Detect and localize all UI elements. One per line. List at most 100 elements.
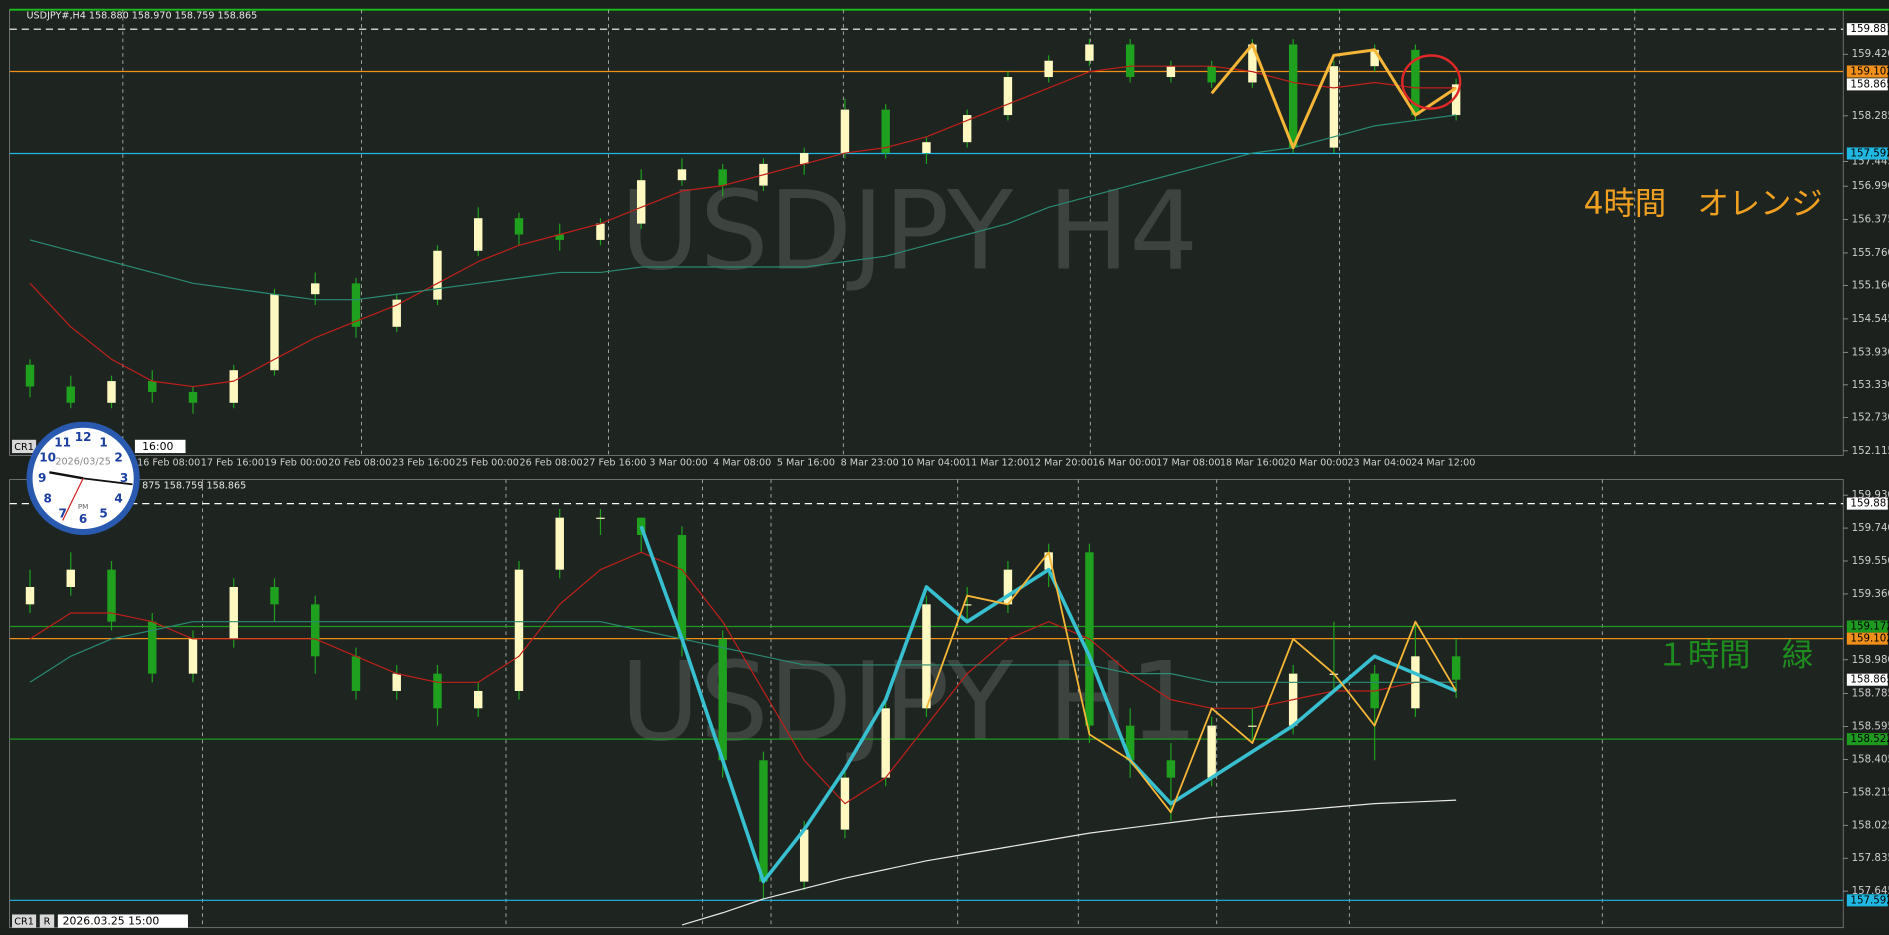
time-label: 2026.03.25 15:00 bbox=[63, 915, 160, 928]
candle-body bbox=[962, 115, 972, 143]
overlay-line bbox=[29, 621, 1457, 683]
hour-hand bbox=[49, 471, 84, 480]
candle-body bbox=[351, 656, 361, 691]
x-tick-label: 17 Mar 08:00 bbox=[1156, 458, 1220, 469]
candle-body bbox=[1085, 44, 1094, 61]
x-tick-label: 25 Feb 00:00 bbox=[456, 458, 519, 469]
x-tick-label: 4 Mar 08:00 bbox=[713, 458, 771, 469]
chart-header: USDJPY#,H4 158.880 158.970 158.759 158.8… bbox=[27, 11, 258, 22]
candle-body bbox=[718, 169, 727, 186]
x-tick-label: 20 Feb 08:00 bbox=[328, 458, 391, 469]
candle-body bbox=[107, 569, 116, 622]
y-tick-label: 159.550 bbox=[1852, 555, 1889, 567]
mode-box bbox=[12, 914, 37, 928]
x-tick-label: 16 Feb 08:00 bbox=[137, 458, 200, 469]
candle-body bbox=[188, 391, 198, 403]
candle-body bbox=[799, 829, 809, 882]
y-tick-label: 153.930 bbox=[1852, 346, 1889, 358]
time-label: 16:00 bbox=[142, 440, 173, 453]
candle-body bbox=[25, 586, 35, 605]
flag-label: R bbox=[44, 917, 51, 928]
candle-body bbox=[1166, 760, 1176, 778]
candle-body bbox=[311, 283, 320, 295]
overlay-line bbox=[29, 114, 1457, 301]
candle-body bbox=[270, 294, 279, 371]
clock-number: 2 bbox=[114, 450, 122, 464]
y-tick-label: 158.025 bbox=[1852, 819, 1889, 831]
x-tick-label: 8 Mar 23:00 bbox=[841, 458, 899, 469]
level-label: 158.865 bbox=[1850, 674, 1889, 686]
clock-number: 3 bbox=[120, 471, 128, 485]
candle-body bbox=[1003, 77, 1013, 116]
clock-number: 10 bbox=[39, 450, 56, 464]
candle-body bbox=[962, 604, 972, 606]
x-tick-label: 11 Mar 12:00 bbox=[965, 458, 1029, 469]
clock-period: PM bbox=[78, 502, 89, 511]
level-label: 158.865 bbox=[1850, 78, 1889, 90]
candle-body bbox=[1044, 60, 1053, 78]
y-tick-label: 159.930 bbox=[1852, 489, 1889, 501]
candle-body bbox=[1166, 66, 1176, 78]
y-tick-label: 158.215 bbox=[1852, 786, 1889, 798]
y-tick-label: 157.835 bbox=[1852, 852, 1889, 864]
candle-body bbox=[1329, 66, 1339, 148]
candle-body bbox=[474, 218, 483, 251]
level-tag bbox=[1846, 620, 1888, 633]
y-tick-label: 156.375 bbox=[1852, 214, 1889, 226]
candle-body bbox=[1003, 569, 1013, 605]
overlay-line bbox=[681, 799, 1457, 926]
x-tick-label: 24 Mar 12:00 bbox=[1411, 458, 1475, 469]
candle-body bbox=[351, 283, 361, 327]
y-tick-label: 153.330 bbox=[1852, 379, 1889, 391]
candle-body bbox=[1411, 49, 1420, 116]
level-label: 159.102 bbox=[1850, 633, 1889, 645]
level-label: 159.172 bbox=[1850, 621, 1889, 633]
candle-body bbox=[1451, 656, 1461, 680]
x-tick-label: 26 Feb 08:00 bbox=[519, 458, 582, 469]
time-box bbox=[134, 439, 186, 454]
clock-number: 5 bbox=[99, 506, 107, 520]
plot-area bbox=[9, 9, 1844, 456]
y-tick-label: 154.545 bbox=[1852, 313, 1889, 325]
x-tick-label: 23 Feb 16:00 bbox=[392, 458, 455, 469]
level-tag bbox=[1846, 894, 1888, 907]
y-tick-label: 158.285 bbox=[1852, 110, 1889, 122]
clock-number: 9 bbox=[38, 471, 46, 485]
candle-body bbox=[514, 569, 524, 691]
x-tick-label: 12 Mar 20:00 bbox=[1029, 458, 1093, 469]
candle-body bbox=[392, 673, 401, 691]
level-label: 157.592 bbox=[1850, 147, 1889, 159]
candle-body bbox=[188, 638, 198, 674]
candle-body bbox=[1125, 44, 1135, 78]
candle-body bbox=[759, 760, 768, 882]
level-label: 159.881 bbox=[1850, 498, 1889, 510]
flag-box bbox=[39, 914, 55, 928]
candle-body bbox=[229, 370, 238, 403]
candle-body bbox=[840, 109, 850, 154]
y-tick-label: 158.405 bbox=[1852, 753, 1889, 765]
candle-body bbox=[881, 708, 890, 778]
candle-body bbox=[1207, 725, 1216, 778]
x-tick-label: 17 Feb 16:00 bbox=[201, 458, 264, 469]
x-tick-label: 5 Mar 16:00 bbox=[777, 458, 835, 469]
clock-number: 6 bbox=[79, 512, 87, 526]
candle-body bbox=[677, 535, 687, 639]
x-tick-label: 18 Mar 16:00 bbox=[1220, 458, 1284, 469]
clock-number: 4 bbox=[114, 491, 122, 505]
level-label: 159.102 bbox=[1850, 65, 1889, 77]
candle-body bbox=[1207, 66, 1216, 83]
watermark: USDJPY H4 bbox=[620, 167, 1198, 294]
candle-body bbox=[514, 218, 524, 235]
overlay-line bbox=[29, 551, 1457, 805]
candle-body bbox=[922, 142, 931, 154]
y-tick-label: 156.990 bbox=[1852, 180, 1889, 192]
y-tick-label: 158.980 bbox=[1852, 654, 1889, 666]
y-tick-label: 159.360 bbox=[1852, 588, 1889, 600]
x-tick-label: 23 Mar 04:00 bbox=[1347, 458, 1411, 469]
mode-box bbox=[12, 439, 37, 454]
level-tag bbox=[1846, 632, 1888, 645]
circle-annotation bbox=[1401, 54, 1462, 110]
